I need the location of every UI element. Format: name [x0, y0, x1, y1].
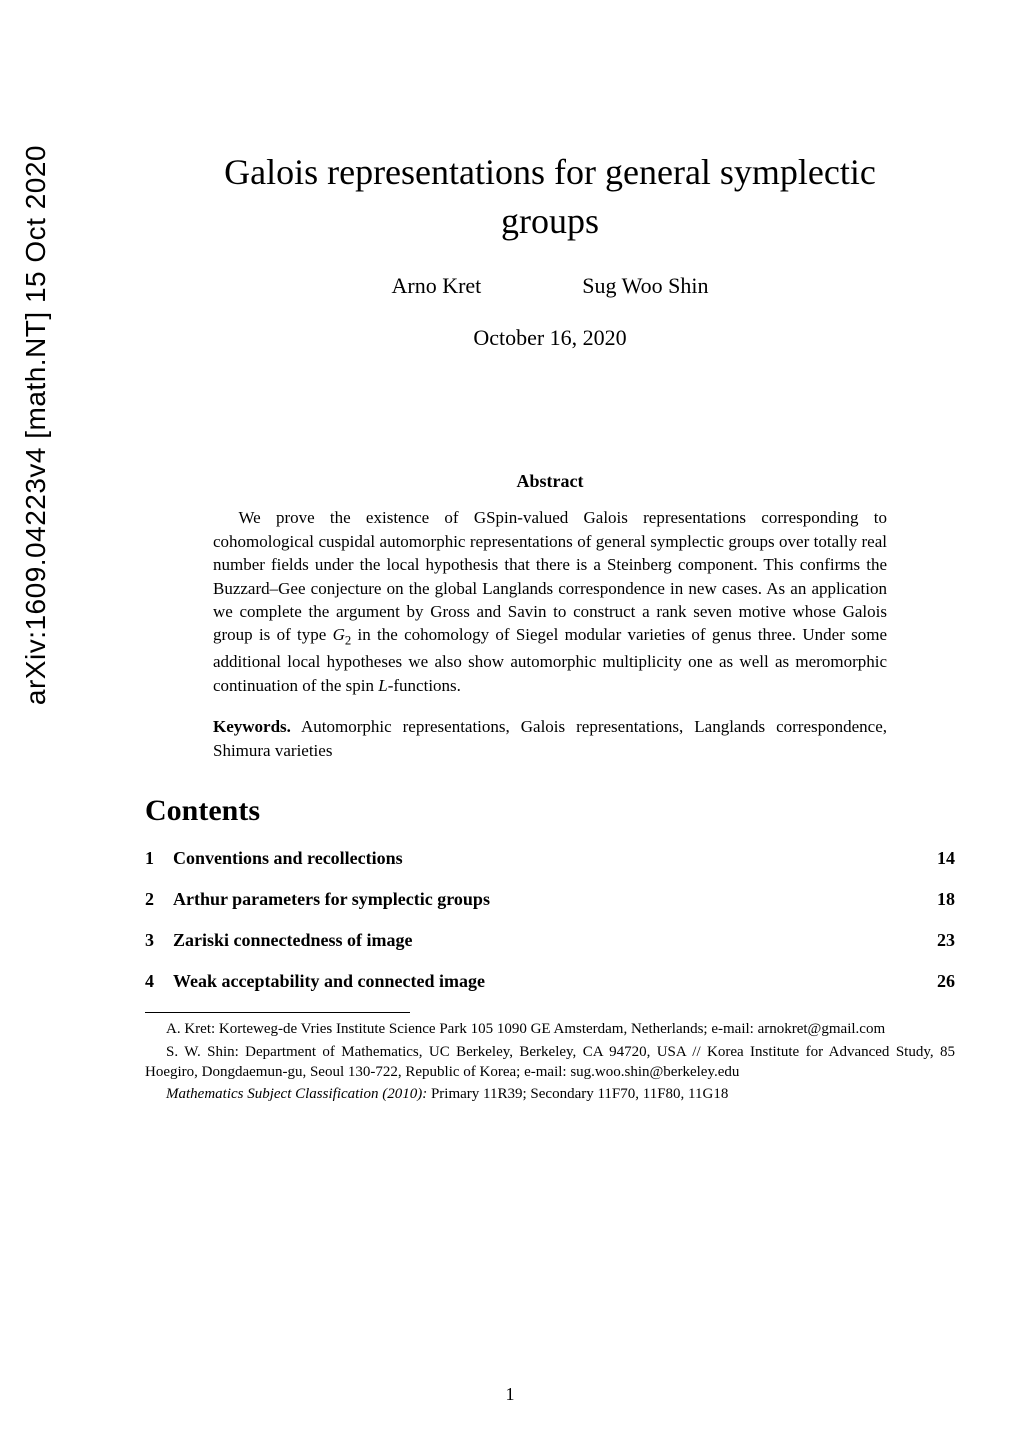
footnote-rule [145, 1012, 410, 1013]
toc-num: 1 [145, 848, 173, 869]
toc-page: 14 [937, 848, 955, 869]
abstract-text-3: -functions. [388, 676, 461, 695]
toc-row: 1 Conventions and recollections 14 [145, 848, 955, 869]
contents-heading: Contents [145, 794, 955, 828]
footnote-3-label: Mathematics Subject Classification (2010… [166, 1086, 427, 1102]
toc-title: Conventions and recollections [173, 848, 937, 869]
title-line-2: groups [501, 201, 599, 241]
author-1: Arno Kret [391, 273, 481, 298]
abstract-text-1: We prove the existence of GSpin-valued G… [213, 508, 887, 644]
toc-num: 2 [145, 889, 173, 910]
toc-page: 18 [937, 889, 955, 910]
toc-row: 2 Arthur parameters for symplectic group… [145, 889, 955, 910]
toc-num: 4 [145, 971, 173, 992]
toc-page: 26 [937, 971, 955, 992]
footnote-3-text: Primary 11R39; Secondary 11F70, 11F80, 1… [427, 1086, 728, 1102]
page-number: 1 [0, 1384, 1020, 1405]
paper-title: Galois representations for general sympl… [145, 148, 955, 245]
toc-page: 23 [937, 930, 955, 951]
footnote-3: Mathematics Subject Classification (2010… [145, 1084, 955, 1104]
author-2: Sug Woo Shin [582, 273, 708, 298]
keywords: Keywords. Automorphic representations, G… [213, 715, 887, 762]
page-content: Galois representations for general sympl… [145, 148, 955, 1106]
toc-title: Arthur parameters for symplectic groups [173, 889, 937, 910]
footnote-2: S. W. Shin: Department of Mathematics, U… [145, 1042, 955, 1083]
toc-title: Weak acceptability and connected image [173, 971, 937, 992]
keywords-text: Automorphic representations, Galois repr… [213, 717, 887, 759]
toc-num: 3 [145, 930, 173, 951]
authors: Arno Kret Sug Woo Shin [145, 273, 955, 299]
date: October 16, 2020 [145, 325, 955, 351]
title-line-1: Galois representations for general sympl… [224, 152, 876, 192]
g2-symbol-base: G [333, 625, 345, 644]
toc-title: Zariski connectedness of image [173, 930, 937, 951]
table-of-contents: 1 Conventions and recollections 14 2 Art… [145, 848, 955, 992]
abstract-heading: Abstract [145, 471, 955, 492]
footnote-1: A. Kret: Korteweg-de Vries Institute Sci… [145, 1019, 955, 1039]
arxiv-identifier: arXiv:1609.04223v4 [math.NT] 15 Oct 2020 [20, 145, 52, 705]
toc-row: 3 Zariski connectedness of image 23 [145, 930, 955, 951]
abstract-body: We prove the existence of GSpin-valued G… [213, 506, 887, 697]
l-symbol: L [378, 676, 387, 695]
keywords-label: Keywords. [213, 717, 291, 736]
toc-row: 4 Weak acceptability and connected image… [145, 971, 955, 992]
